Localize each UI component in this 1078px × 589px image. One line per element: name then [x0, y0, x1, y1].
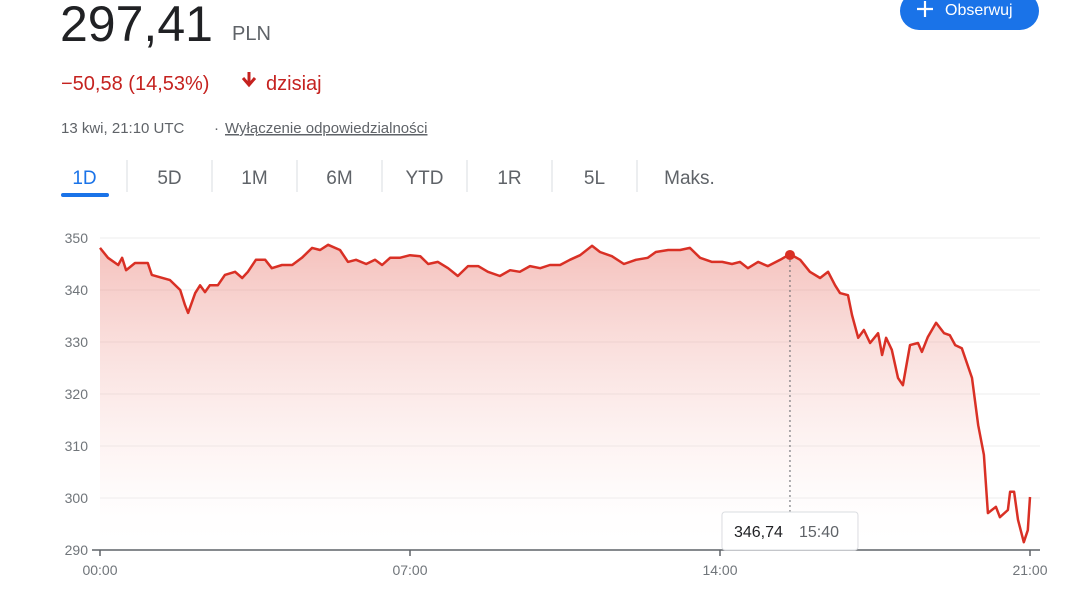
x-tick-label: 00:00: [82, 562, 117, 578]
x-tick-label: 14:00: [702, 562, 737, 578]
tabs: 1D 5D 1M 6M YTD 1R 5L Maks.: [61, 160, 715, 197]
tab[interactable]: 6M: [326, 168, 352, 189]
y-tick-label: 290: [65, 542, 89, 558]
disclaimer-link[interactable]: Wyłączenie odpowiedzialności: [225, 120, 427, 137]
area: [100, 244, 1030, 551]
tab[interactable]: 1R: [497, 168, 521, 189]
period: dzisiaj: [266, 73, 322, 95]
button-label: Obserwuj: [945, 2, 1013, 19]
down-arrow: [241, 72, 257, 88]
active-tab-underline: [61, 193, 109, 197]
button-bg: [900, 0, 1039, 30]
tooltip-box: [721, 511, 859, 551]
price: 297,41: [60, 0, 213, 52]
tab[interactable]: 1M: [241, 168, 267, 189]
hover-point: [784, 249, 795, 260]
plus-icon: [917, 1, 933, 17]
tab[interactable]: YTD: [406, 168, 444, 189]
x-tick-label: 07:00: [392, 562, 427, 578]
y-tick-label: 330: [65, 334, 89, 350]
y-tick-label: 300: [65, 490, 89, 506]
y-tick-label: 350: [65, 230, 89, 246]
separator: ·: [214, 120, 219, 137]
follow-button[interactable]: Obserwuj: [900, 0, 1039, 30]
tooltip-time: 15:40: [799, 524, 839, 541]
price-line: [99, 243, 1032, 544]
x-tick-label: 21:00: [1012, 562, 1047, 578]
tab[interactable]: 1D: [72, 168, 96, 189]
change: −50,58 (14,53%): [61, 73, 209, 95]
timestamp: 13 kwi, 21:10 UTC: [61, 120, 185, 137]
y-tick-label: 310: [65, 438, 89, 454]
tab[interactable]: Maks.: [664, 168, 715, 189]
currency: PLN: [232, 23, 271, 45]
tab[interactable]: 5L: [584, 168, 605, 189]
y-tick-label: 340: [65, 282, 89, 298]
y-tick-label: 320: [65, 386, 89, 402]
tab[interactable]: 5D: [157, 168, 181, 189]
chart: 290 300 310 320 330 340 350 00:00 07:00 14:00 21:0…: [65, 230, 1048, 578]
tooltip-value: 346,74: [734, 524, 783, 541]
